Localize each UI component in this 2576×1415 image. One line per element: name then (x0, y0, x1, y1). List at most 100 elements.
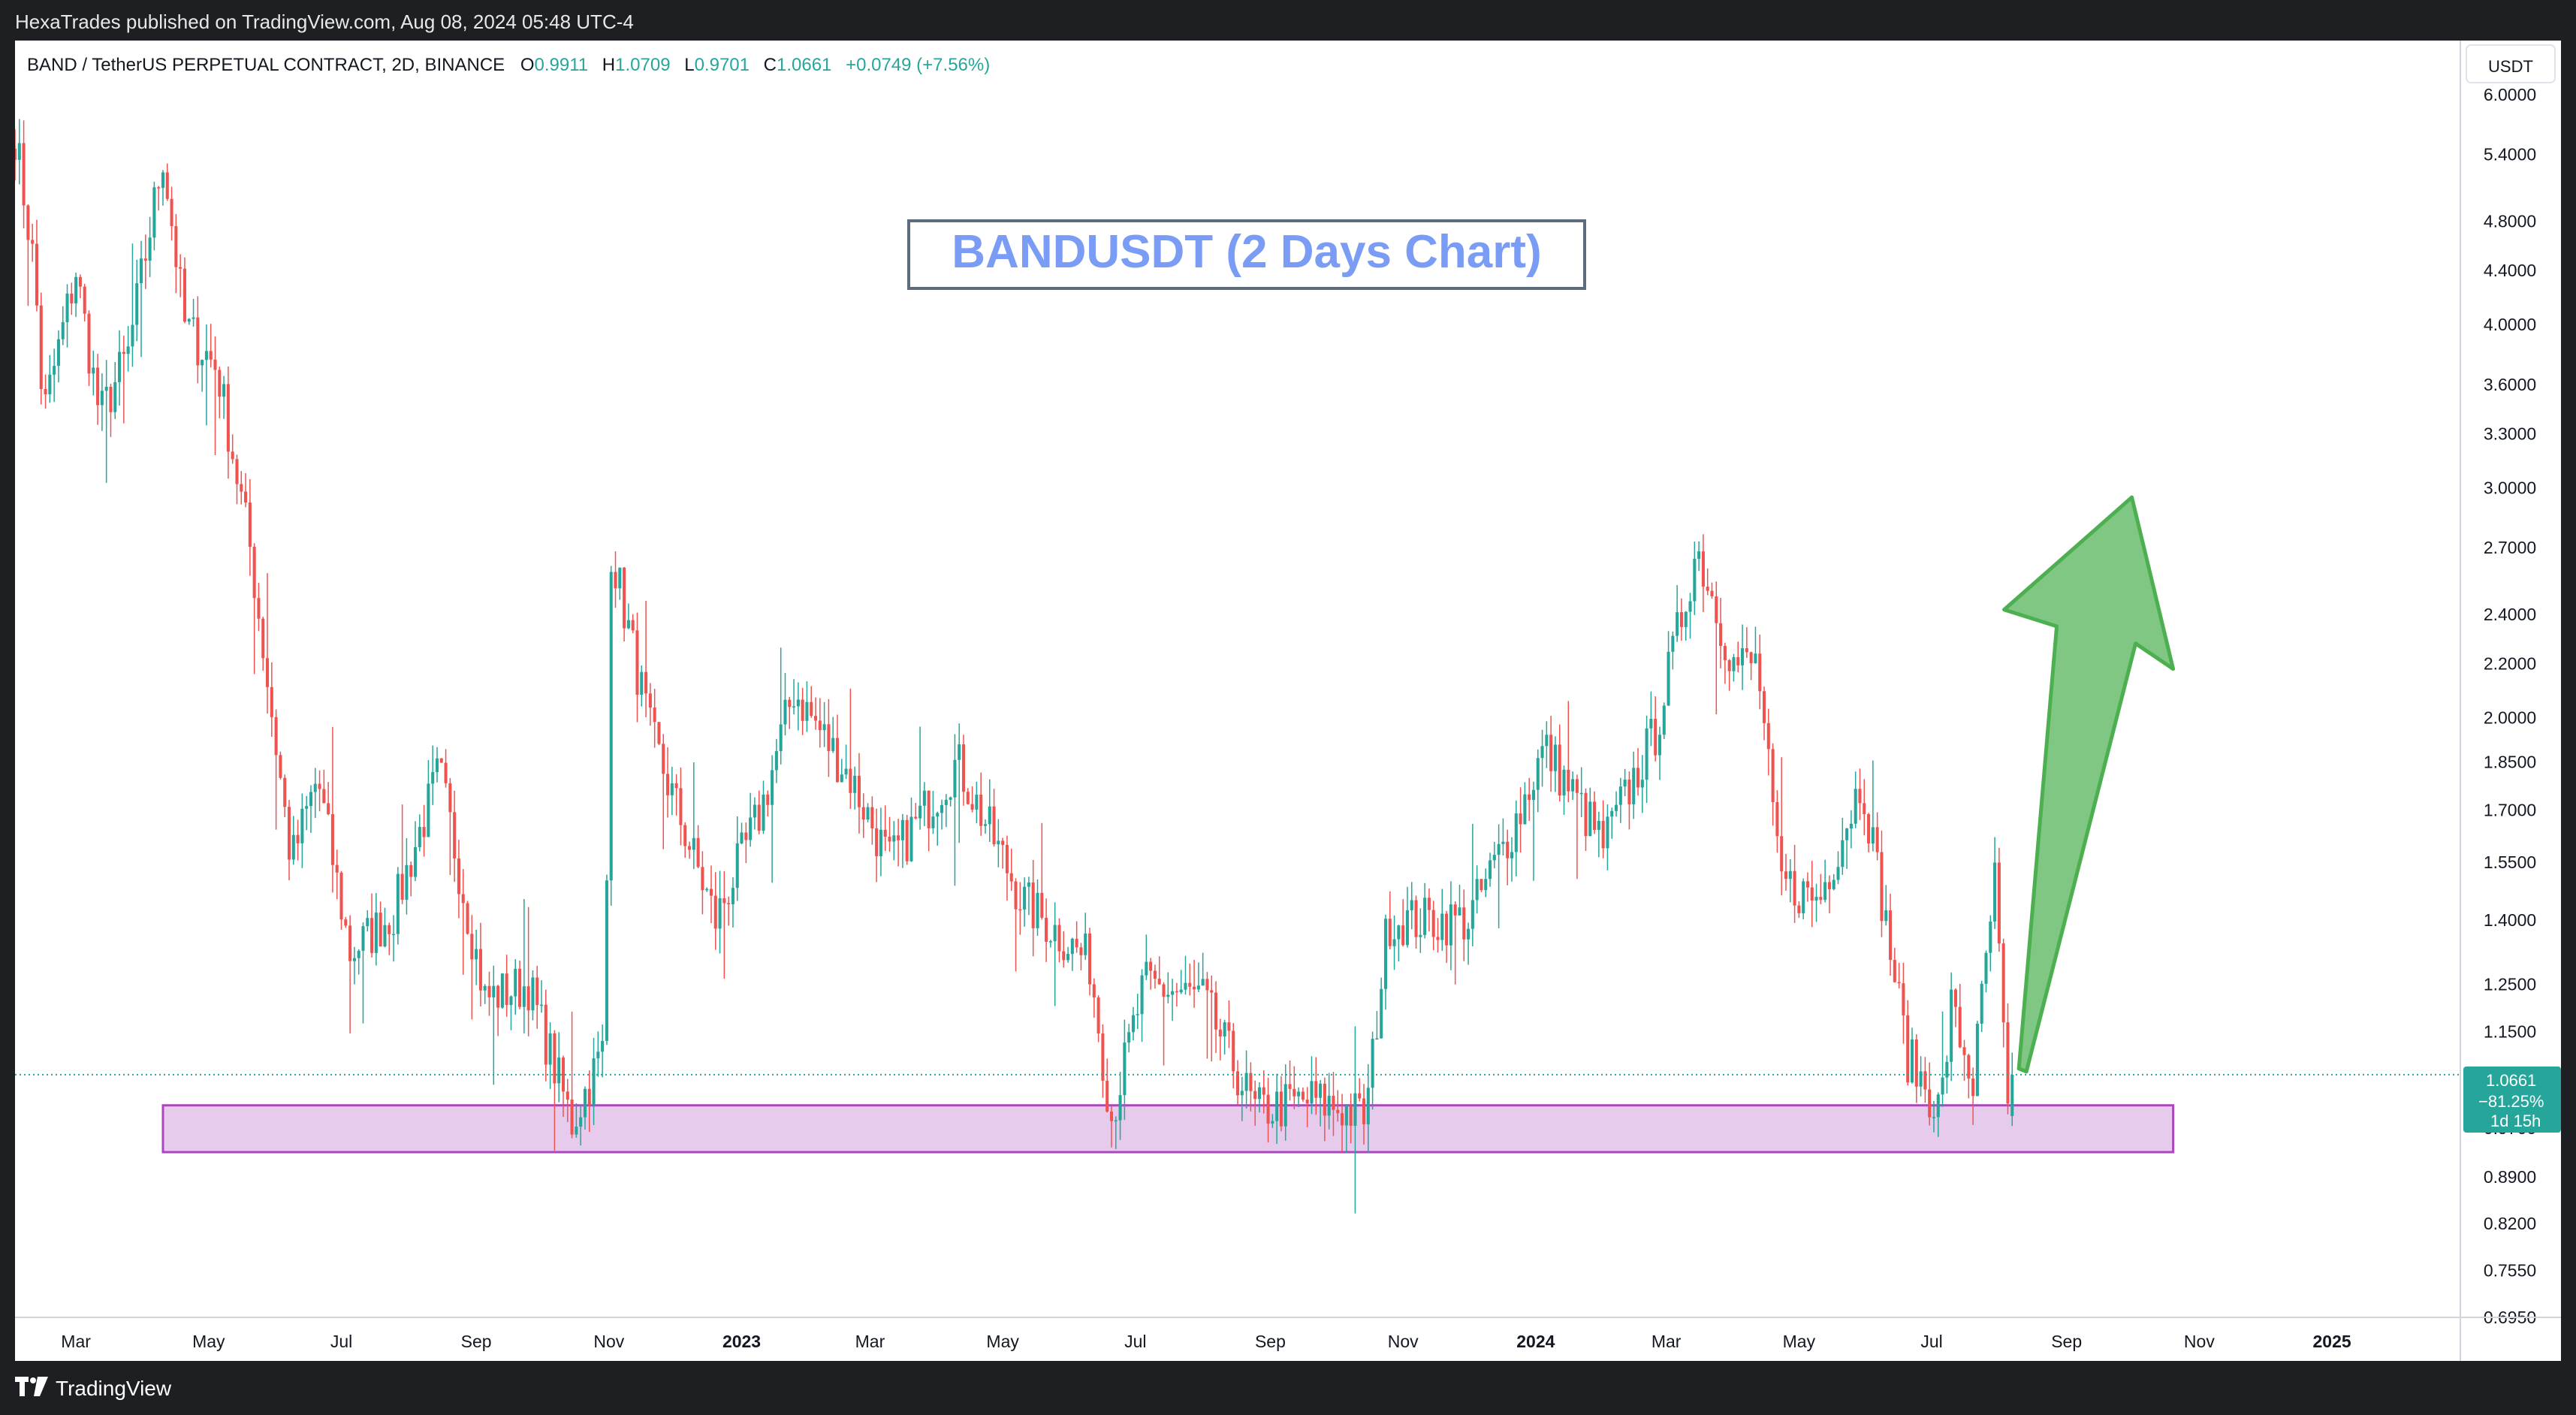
candle-body (526, 986, 530, 1011)
tradingview-logo[interactable]: TradingView (15, 1376, 171, 1400)
candle-body (539, 1004, 544, 1006)
candle-body (1923, 1071, 1927, 1090)
footer-bar: TradingView (0, 1361, 2576, 1415)
candle-body (983, 824, 987, 826)
candle-body (1362, 1098, 1366, 1124)
support-zone[interactable] (161, 1104, 2175, 1154)
candle-body (492, 985, 496, 997)
candle-body (936, 813, 940, 817)
price-tick-label: 1.1500 (2484, 1022, 2536, 1042)
time-tick-label: Jul (1920, 1332, 1942, 1351)
candle-body (1087, 933, 1092, 985)
candle-body (1897, 982, 1901, 984)
candle-body (1484, 879, 1488, 891)
candle-body (1754, 653, 1757, 663)
candle-body (357, 950, 360, 958)
candle-body (352, 958, 356, 961)
candle-body (170, 198, 173, 227)
currency-button[interactable] (2466, 44, 2556, 83)
candle-body (1001, 840, 1005, 845)
candle-body (1528, 794, 1531, 801)
candle-body (879, 829, 882, 857)
candle-body (1497, 843, 1501, 855)
candle-body (17, 143, 21, 160)
candle-body (766, 795, 770, 805)
candle-body (605, 880, 608, 1041)
candle-body (944, 799, 948, 805)
candle-body (274, 717, 278, 756)
candle-body (1558, 744, 1561, 796)
candle-body (344, 919, 348, 926)
candle-body (1514, 813, 1518, 852)
legend-close-label: C (764, 55, 777, 75)
time-tick-label: 2024 (1516, 1332, 1555, 1351)
candle-body (1679, 612, 1683, 627)
legend-high: 1.0709 (615, 55, 670, 75)
candle-body (196, 317, 200, 366)
price-tick-label: 2.2000 (2484, 654, 2536, 674)
candle-body (74, 276, 78, 303)
candle-body (487, 985, 491, 997)
time-tick-label: Nov (1388, 1332, 1419, 1351)
candle-body (1640, 780, 1644, 788)
candle-body (1771, 749, 1775, 803)
candle-body (1706, 587, 1709, 591)
candle-body (1218, 1029, 1222, 1036)
time-tick-label: 2023 (722, 1332, 761, 1351)
candle-body (309, 792, 312, 807)
time-axis[interactable]: Mar May Jul Sep Nov 2023 Mar May Jul Sep Nov 2024 Ma… (15, 1317, 2561, 1351)
candle-body (96, 367, 100, 406)
chart-title-box[interactable]: BANDUSDT (2 Days Chart) (907, 219, 1586, 290)
candle-body (1823, 882, 1827, 901)
time-tick-label: Nov (593, 1332, 624, 1351)
time-tick-label: Sep (461, 1332, 492, 1351)
candle-body (1967, 1054, 1971, 1079)
candle-body (505, 973, 508, 1006)
candle-body (813, 716, 818, 721)
candle-body (409, 864, 413, 877)
legend-low: 0.9701 (695, 55, 750, 75)
candle-body (396, 873, 400, 934)
candlestick-series (15, 119, 2014, 1214)
candle-body (1223, 1022, 1226, 1036)
candle-body (1597, 820, 1600, 830)
candle-body (1079, 947, 1083, 955)
candle-body (139, 258, 143, 284)
candle-body (1802, 881, 1805, 913)
candle-body (1131, 1015, 1135, 1033)
candle-body (1262, 1087, 1265, 1095)
candle-body (666, 774, 670, 795)
price-tick-label: 0.8900 (2484, 1167, 2536, 1187)
candle-body (470, 934, 474, 960)
candle-body (866, 807, 870, 820)
candle-body (1506, 841, 1510, 858)
candle-body (992, 806, 996, 845)
candle-body (1431, 910, 1435, 937)
candle-body (1453, 904, 1457, 916)
price-chart[interactable]: BAND / TetherUS PERPETUAL CONTRACT, 2D, … (15, 41, 2561, 1361)
candle-body (1458, 907, 1461, 916)
candle-body (1145, 961, 1148, 976)
candle-body (1906, 1015, 1910, 1083)
candle-body (687, 846, 692, 850)
candle-body (1562, 769, 1566, 796)
candle-body (1470, 900, 1474, 929)
candle-body (1510, 852, 1514, 858)
candle-body (1114, 1120, 1118, 1122)
candle-body (683, 825, 687, 846)
candle-body (431, 772, 435, 784)
candle-body (1027, 882, 1030, 887)
candle-body (313, 783, 317, 792)
candle-body (779, 724, 783, 752)
bullish-arrow-annotation[interactable] (2002, 495, 2176, 1074)
candle-body (131, 324, 134, 347)
candle-body (1440, 913, 1444, 940)
candle-body (1719, 623, 1723, 647)
candle-body (500, 973, 504, 1008)
candle-body (143, 258, 147, 261)
candle-body (1571, 779, 1575, 792)
time-tick-label: May (192, 1332, 225, 1351)
chart-area[interactable]: BAND / TetherUS PERPETUAL CONTRACT, 2D, … (15, 41, 2561, 1361)
price-axis[interactable]: USDT 6.0000 5.4000 4.8000 4.4000 4.0000 3.600… (2460, 41, 2561, 1361)
price-tick-label: 2.7000 (2484, 538, 2536, 557)
